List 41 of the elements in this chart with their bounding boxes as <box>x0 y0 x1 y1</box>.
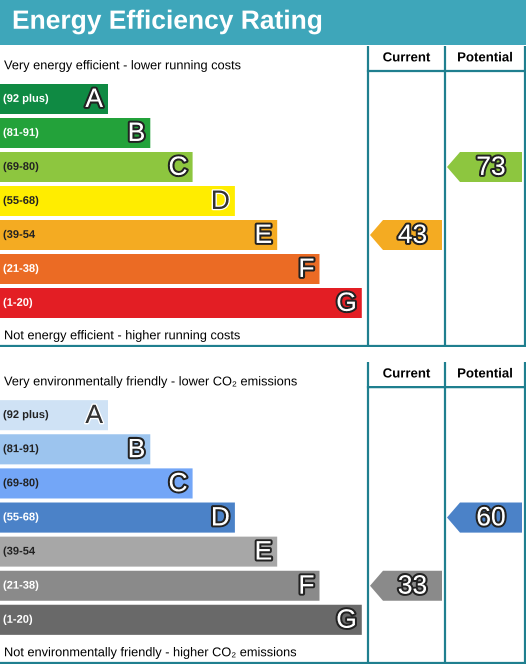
text: D <box>213 190 229 209</box>
text: A <box>85 88 103 107</box>
data-label: 43 <box>398 224 426 244</box>
category-label: (21-38) <box>4 264 38 274</box>
category-label: (55-68) <box>4 196 38 206</box>
text: Potential <box>458 52 512 62</box>
text: C <box>170 156 187 176</box>
text: Energy Efficiency Rating <box>14 10 322 34</box>
text: Current <box>383 52 430 62</box>
text: C <box>170 472 187 492</box>
text: G <box>338 292 355 312</box>
category-label: (92 plus) <box>4 410 48 420</box>
category-label: (69-80) <box>4 162 38 172</box>
text: Current <box>383 368 430 378</box>
category-label: (55-68) <box>4 512 38 523</box>
text: B <box>130 438 144 458</box>
category-label: (21-38) <box>4 580 38 591</box>
text: Potential <box>458 368 512 378</box>
text: G <box>338 609 355 628</box>
category-label: (81-91) <box>4 128 38 138</box>
text: E <box>256 224 272 243</box>
data-label: 33 <box>398 575 426 594</box>
text: Very energy efficient - lower running costs <box>4 60 241 72</box>
category-label: (69-80) <box>4 478 38 489</box>
text: A <box>85 404 103 424</box>
text: Very environmentally friendly - lower CO₂ emissions <box>4 376 297 388</box>
data-label: 73 <box>478 156 505 176</box>
category-label: (39-54 <box>4 546 36 557</box>
text: F <box>300 258 314 277</box>
category-label: (92 plus) <box>4 94 48 104</box>
category-label: (1-20) <box>4 298 32 308</box>
category-label: (39-54 <box>4 230 36 240</box>
data-label: 60 <box>478 506 505 526</box>
text: Not environmentally friendly - higher CO₂ emissions <box>5 647 296 659</box>
category-label: (81-91) <box>4 444 38 454</box>
text: E <box>256 541 272 560</box>
text: B <box>130 122 144 141</box>
text: D <box>213 507 229 526</box>
category-label: (1-20) <box>4 614 32 626</box>
text: F <box>300 575 314 594</box>
text: Not energy efficient - higher running costs <box>5 330 240 342</box>
